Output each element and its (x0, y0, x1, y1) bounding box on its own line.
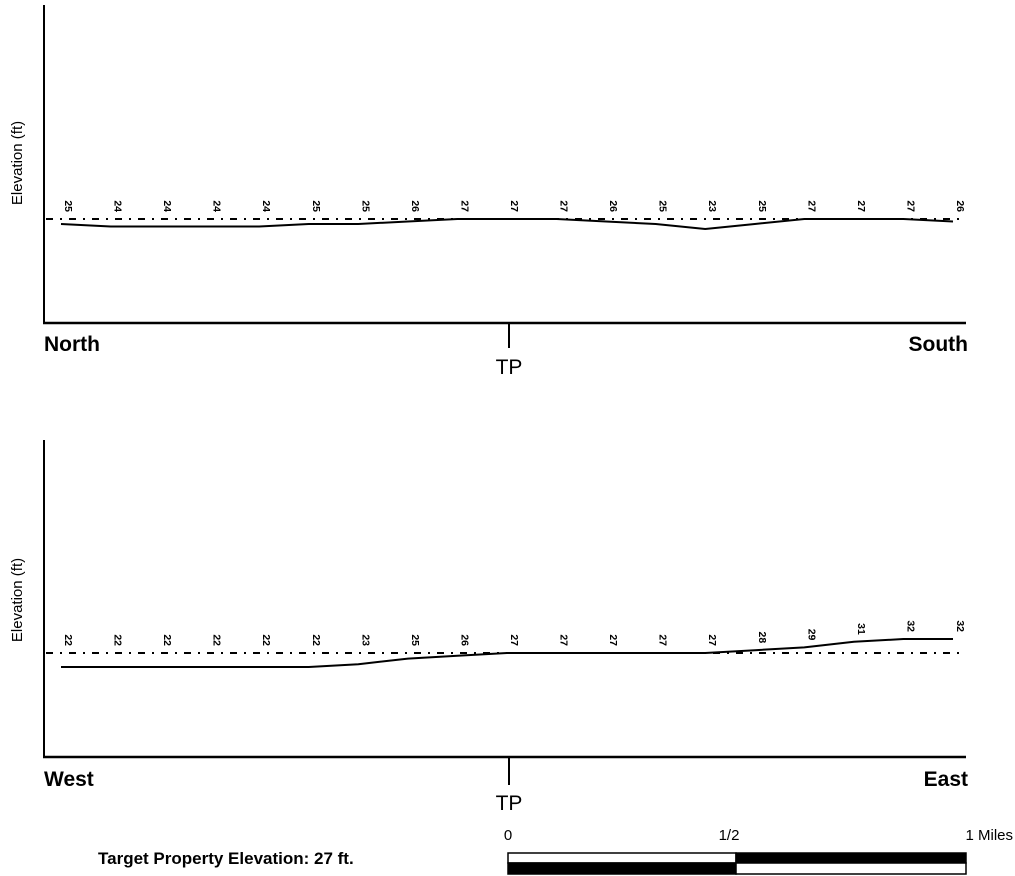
elevation-point-label: 25 (359, 200, 371, 212)
elevation-point-labels: 25 24 24 24 24 25 25 26 27 27 27 26 25 23 25 27 27 27 26 (62, 200, 966, 212)
scale-label-zero: 0 (504, 827, 512, 844)
elevation-point-label: 27 (706, 634, 718, 646)
elevation-point-label: 25 (657, 200, 669, 212)
target-property-label: TP (496, 356, 523, 379)
scale-label-one-mile: 1 Miles (965, 827, 1013, 844)
start-direction-label: West (44, 768, 94, 791)
scale-segment-4 (735, 862, 967, 875)
elevation-point-label: 24 (161, 200, 173, 212)
elevation-point-label: 31 (855, 623, 867, 635)
north-south-profile: Elevation (ft) North South TP 25 24 24 24 24… (9, 5, 968, 379)
elevation-point-label: 23 (359, 634, 371, 646)
target-property-elevation-caption: Target Property Elevation: 27 ft. (98, 849, 354, 868)
elevation-point-label: 22 (260, 634, 272, 646)
west-east-profile: Elevation (ft) West East TP 22 22 22 22 22 22… (9, 440, 968, 815)
elevation-point-label: 27 (855, 200, 867, 212)
elevation-point-label: 29 (805, 629, 817, 641)
elevation-point-label: 24 (211, 200, 223, 212)
elevation-point-label: 27 (805, 200, 817, 212)
elevation-point-label: 26 (607, 200, 619, 212)
elevation-point-label: 27 (558, 634, 570, 646)
end-direction-label: East (924, 768, 968, 791)
elevation-point-labels: 22 22 22 22 22 22 23 25 26 27 27 27 27 27 28 29 31 32 32 (62, 620, 966, 646)
elevation-point-label: 27 (657, 634, 669, 646)
elevation-point-label: 22 (310, 634, 322, 646)
y-axis-label: Elevation (ft) (9, 121, 26, 205)
elevation-point-label: 32 (954, 620, 966, 632)
elevation-point-label: 26 (409, 200, 421, 212)
scale-segment-3 (507, 862, 737, 875)
y-axis-label: Elevation (ft) (9, 558, 26, 642)
elevation-point-label: 25 (756, 200, 768, 212)
elevation-profile-line (60, 218, 954, 231)
elevation-point-label: 28 (756, 632, 768, 644)
scale-bar: 0 1/2 1 Miles (504, 827, 1013, 875)
scale-segment-1 (507, 852, 737, 864)
elevation-point-label: 26 (458, 634, 470, 646)
elevation-point-label: 27 (458, 200, 470, 212)
target-property-label: TP (496, 792, 523, 815)
elevation-point-label: 27 (508, 634, 520, 646)
elevation-point-label: 24 (112, 200, 124, 212)
elevation-point-label: 25 (409, 634, 421, 646)
elevation-point-label: 27 (558, 200, 570, 212)
elevation-point-label: 22 (112, 634, 124, 646)
elevation-profile-line (61, 638, 953, 668)
elevation-point-label: 24 (260, 200, 272, 212)
elevation-point-label: 23 (706, 200, 718, 212)
elevation-point-label: 22 (211, 634, 223, 646)
elevation-point-label: 25 (62, 200, 74, 212)
elevation-point-label: 22 (62, 634, 74, 646)
elevation-point-label: 27 (607, 634, 619, 646)
elevation-point-label: 32 (904, 620, 916, 632)
end-direction-label: South (909, 333, 968, 356)
elevation-point-label: 22 (161, 634, 173, 646)
scale-segment-2 (735, 852, 967, 864)
elevation-point-label: 27 (904, 200, 916, 212)
start-direction-label: North (44, 333, 100, 356)
scale-label-half: 1/2 (719, 827, 740, 844)
elevation-point-label: 26 (954, 200, 966, 212)
elevation-point-label: 27 (508, 200, 520, 212)
elevation-point-label: 25 (310, 200, 322, 212)
